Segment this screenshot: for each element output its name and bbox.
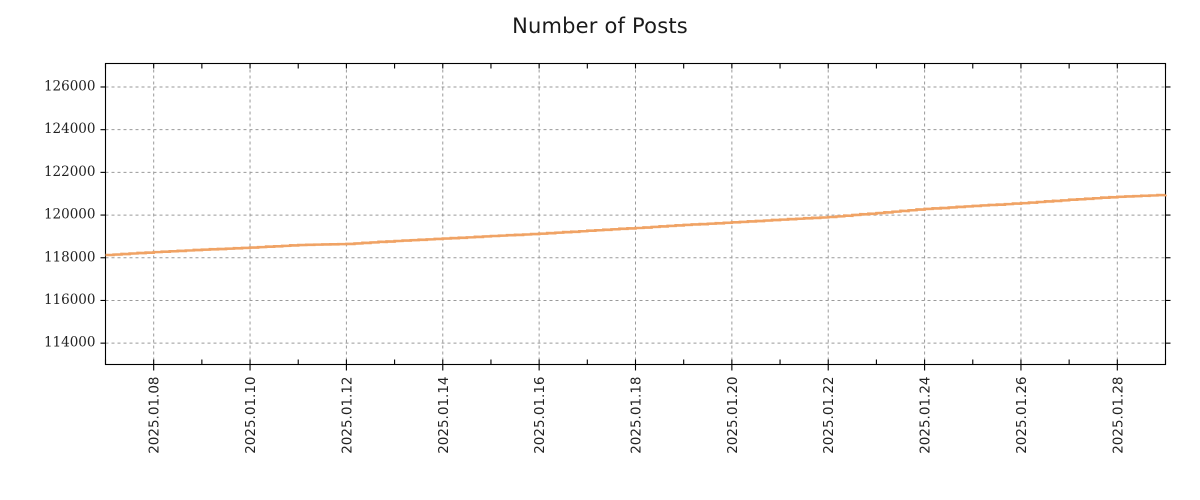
x-tick-label: 2025.01.20	[725, 377, 741, 454]
x-tick-label: 2025.01.16	[532, 377, 548, 454]
y-tick-label: 120000	[44, 207, 96, 223]
chart-title: Number of Posts	[512, 14, 688, 38]
x-tick-label: 2025.01.14	[436, 377, 452, 454]
y-tick-label: 126000	[44, 78, 96, 94]
data-series-group	[105, 193, 1167, 257]
x-tick-label: 2025.01.18	[629, 377, 645, 454]
series-line-number-of-posts	[105, 193, 1167, 257]
y-tick-label: 116000	[44, 292, 96, 308]
x-tick-label: 2025.01.26	[1014, 377, 1030, 454]
x-tick-label: 2025.01.08	[147, 377, 163, 454]
y-tick-label: 114000	[44, 335, 96, 351]
y-axis-tick-labels: 114000 116000 118000 120000 122000 124000 1260…	[44, 78, 96, 350]
x-axis-ticks	[104, 63, 1167, 371]
y-tick-label: 118000	[44, 249, 96, 265]
x-axis-tick-labels: 2025.01.08 2025.01.10 2025.01.12 2025.01.14…	[147, 377, 1127, 454]
y-axis-ticks	[100, 86, 1171, 344]
gridlines-vertical	[153, 63, 1118, 365]
x-tick-label: 2025.01.10	[243, 377, 259, 454]
x-tick-label: 2025.01.24	[918, 377, 934, 454]
x-tick-label: 2025.01.28	[1110, 377, 1126, 454]
y-tick-label: 122000	[44, 164, 96, 180]
y-tick-label: 124000	[44, 121, 96, 137]
x-tick-label: 2025.01.12	[339, 377, 355, 454]
x-tick-label: 2025.01.22	[821, 377, 837, 454]
